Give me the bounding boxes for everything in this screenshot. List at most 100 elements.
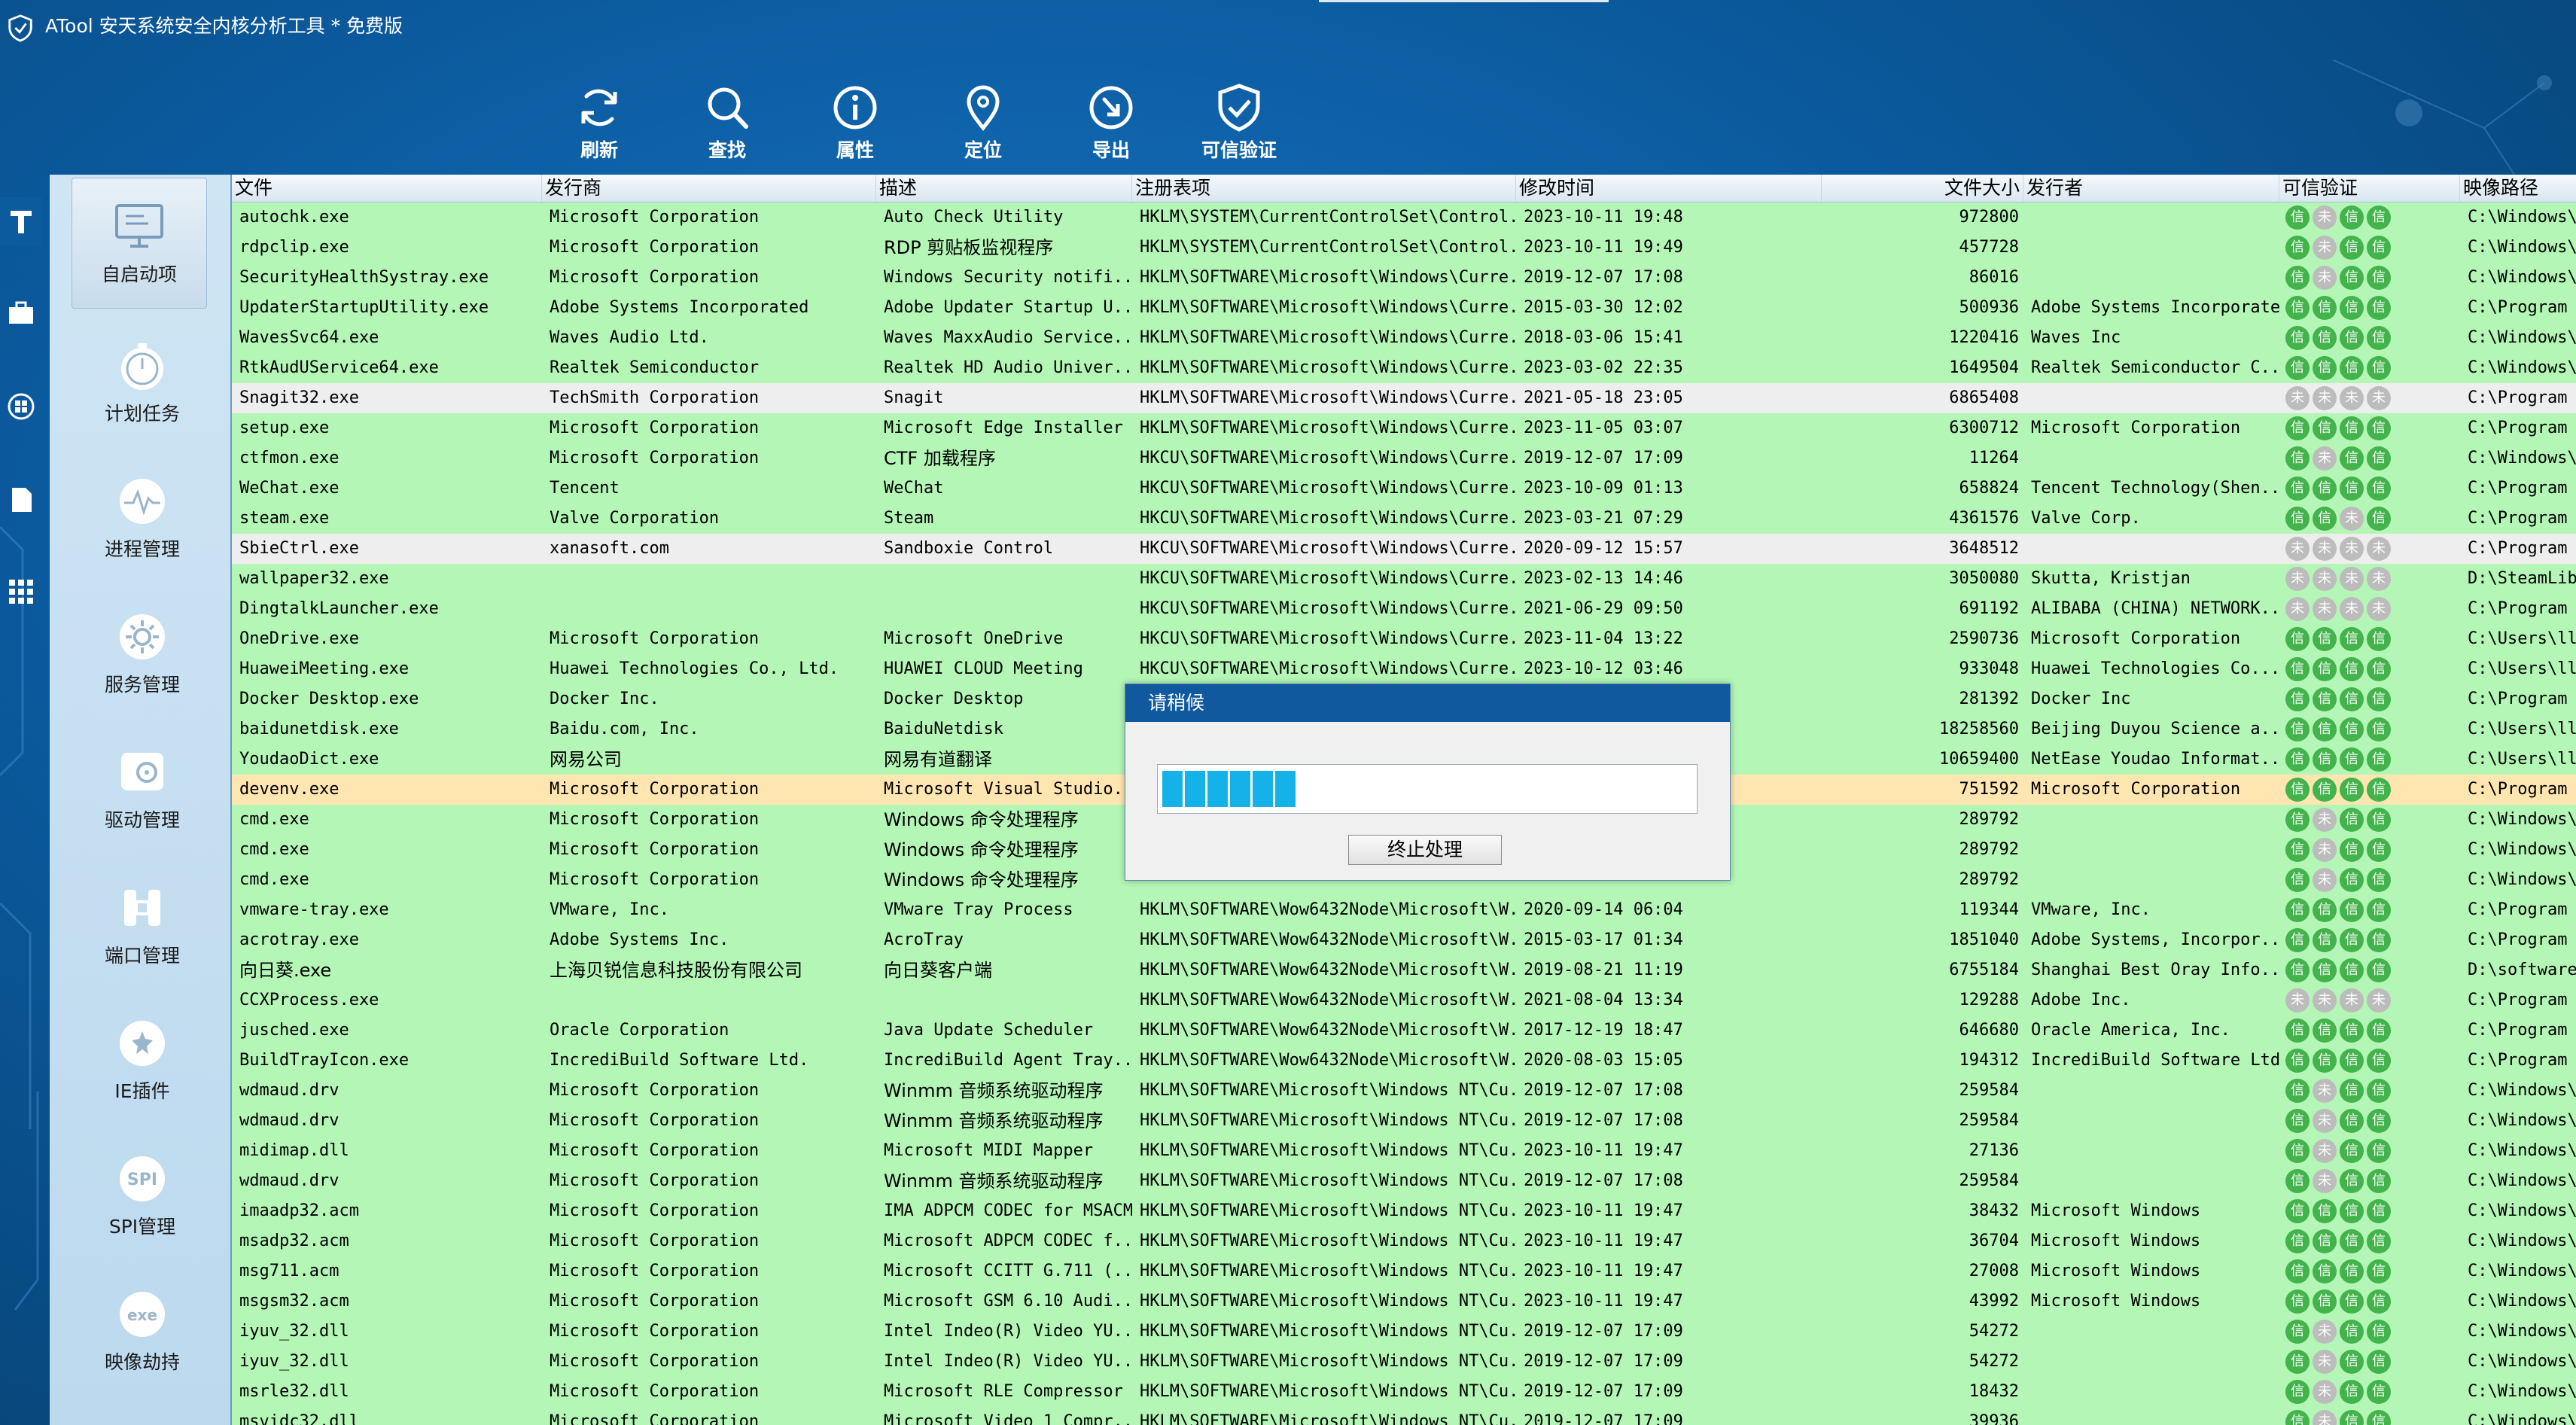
- trust-badges: 信信信信: [2285, 356, 2391, 380]
- trust-badges: 信未信信: [2285, 838, 2391, 862]
- nav-scheduled-tasks[interactable]: 计划任务: [50, 318, 235, 452]
- table-row[interactable]: WeChat.exe Tencent WeChat HKCU\SOFTWARE\Mic…: [232, 473, 2576, 504]
- trust-badges: 信信信信: [2285, 1019, 2391, 1043]
- table-row[interactable]: iyuv_32.dll Microsoft Corporation Intel In…: [232, 1347, 2576, 1378]
- trust-ok-icon: 信: [2285, 1049, 2310, 1073]
- table-row[interactable]: CCXProcess.exe HKLM\SOFTWARE\Wow6432Node\…: [232, 985, 2576, 1016]
- cell-registry: HKCU\SOFTWARE\Microsoft\Windows\Curre...: [1140, 479, 1516, 498]
- cell-description: Microsoft MIDI Mapper: [884, 1141, 1094, 1160]
- table-row[interactable]: wdmaud.drv Microsoft Corporation Winmm 音频系…: [232, 1166, 2576, 1197]
- nav-port[interactable]: 端口管理: [50, 860, 235, 994]
- header-col-file[interactable]: 文件: [232, 175, 542, 202]
- header-col-company[interactable]: 发行商: [542, 175, 876, 202]
- header-col-description[interactable]: 描述: [876, 175, 1132, 202]
- rail-toolbox-button[interactable]: [0, 289, 42, 337]
- table-row[interactable]: msvidc32.dll Microsoft Corporation Microso…: [232, 1407, 2576, 1425]
- cell-description: CTF 加载程序: [884, 448, 996, 469]
- trust-badges: 未未未未: [2285, 386, 2391, 410]
- table-row[interactable]: midimap.dll Microsoft Corporation Microsof…: [232, 1136, 2576, 1167]
- table-row[interactable]: OneDrive.exe Microsoft Corporation Microso…: [232, 624, 2576, 655]
- trust-unverified-icon: 未: [2340, 567, 2364, 591]
- table-row[interactable]: 向日葵.exe 上海贝锐信息科技股份有限公司 向日葵客户端 HKLM\SOFTWARE…: [232, 955, 2576, 986]
- table-row[interactable]: vmware-tray.exe VMware, Inc. VMware Tray P…: [232, 895, 2576, 926]
- table-row[interactable]: autochk.exe Microsoft Corporation Auto Che…: [232, 202, 2576, 233]
- export-button[interactable]: 导出: [1069, 81, 1153, 164]
- table-row[interactable]: imaadp32.acm Microsoft Corporation IMA ADP…: [232, 1196, 2576, 1227]
- properties-button[interactable]: 属性: [813, 81, 897, 164]
- table-row[interactable]: wdmaud.drv Microsoft Corporation Winmm 音频系…: [232, 1076, 2576, 1107]
- nav-spi[interactable]: SPI SPI管理: [50, 1131, 235, 1265]
- cell-image-path: C:\Program F: [2468, 539, 2576, 558]
- cell-file: cmd.exe: [239, 810, 309, 829]
- refresh-label: 刷新: [580, 139, 618, 161]
- trust-badges: 信未信信: [2285, 1169, 2391, 1193]
- table-row[interactable]: msg711.acm Microsoft Corporation Microsoft…: [232, 1256, 2576, 1287]
- nav-driver[interactable]: 驱动管理: [50, 724, 235, 858]
- cell-file: YoudaoDict.exe: [239, 750, 379, 769]
- cell-registry: HKLM\SOFTWARE\Microsoft\Windows\Curre...: [1140, 328, 1516, 347]
- nav-process[interactable]: 进程管理: [50, 453, 235, 587]
- trust-ok-icon: 信: [2285, 1199, 2310, 1223]
- sidebar: 自启动项 计划任务 进程管理 服务管理: [50, 175, 230, 1425]
- table-row[interactable]: ctfmon.exe Microsoft Corporation CTF 加载程序 H…: [232, 443, 2576, 474]
- header-col-registry[interactable]: 注册表项: [1132, 175, 1516, 202]
- nav-ie-plugin[interactable]: IE插件: [50, 995, 235, 1129]
- table-row[interactable]: wallpaper32.exe HKCU\SOFTWARE\Microsoft\W…: [232, 564, 2576, 595]
- cell-signer: Huawei Technologies Co....: [2031, 659, 2279, 678]
- table-row[interactable]: wdmaud.drv Microsoft Corporation Winmm 音频系…: [232, 1106, 2576, 1137]
- table-row[interactable]: BuildTrayIcon.exe IncrediBuild Software L…: [232, 1046, 2576, 1076]
- table-row[interactable]: steam.exe Valve Corporation Steam HKCU\SOFT…: [232, 504, 2576, 534]
- cell-registry: HKLM\SOFTWARE\Microsoft\Windows NT\Cu...: [1140, 1382, 1516, 1401]
- header-col-signer[interactable]: 发行者: [2023, 175, 2279, 202]
- cell-company: Huawei Technologies Co., Ltd.: [550, 659, 839, 678]
- locate-label: 定位: [964, 139, 1002, 161]
- cell-image-path: C:\Program F: [2468, 509, 2576, 528]
- trust-ok-icon: 信: [2367, 1019, 2391, 1043]
- rail-apps-button[interactable]: [0, 568, 42, 616]
- progress-segment: [1253, 771, 1273, 807]
- cell-description: Windows Security notifi...: [884, 268, 1132, 287]
- nav-autostart[interactable]: 自启动项: [72, 178, 207, 309]
- refresh-button[interactable]: 刷新: [557, 81, 641, 164]
- cell-size: 933048: [1959, 659, 2019, 678]
- export-label: 导出: [1092, 139, 1130, 161]
- table-row[interactable]: Snagit32.exe TechSmith Corporation Snagit H…: [232, 383, 2576, 414]
- table-row[interactable]: msadp32.acm Microsoft Corporation Microsof…: [232, 1226, 2576, 1257]
- table-row[interactable]: iyuv_32.dll Microsoft Corporation Intel In…: [232, 1317, 2576, 1347]
- cell-signer: Tencent Technology(Shen...: [2031, 479, 2279, 498]
- table-row[interactable]: msgsm32.acm Microsoft Corporation Microsof…: [232, 1286, 2576, 1317]
- rail-windows-button[interactable]: [0, 382, 42, 431]
- cell-size: 86016: [1969, 268, 2019, 287]
- search-button[interactable]: 查找: [685, 81, 769, 164]
- rail-tool-button[interactable]: [0, 197, 42, 245]
- locate-button[interactable]: 定位: [941, 81, 1025, 164]
- table-row[interactable]: RtkAudUService64.exe Realtek Semiconducto…: [232, 353, 2576, 384]
- stop-processing-button[interactable]: 终止处理: [1348, 835, 1502, 865]
- table-row[interactable]: SecurityHealthSystray.exe Microsoft Corpo…: [232, 263, 2576, 294]
- header-col-modified[interactable]: 修改时间: [1516, 175, 1822, 202]
- header-col-image-path[interactable]: 映像路径: [2460, 175, 2576, 202]
- nav-ifeo[interactable]: exe 映像劫持: [50, 1266, 235, 1400]
- trust-unverified-icon: 未: [2313, 446, 2337, 470]
- table-row[interactable]: msrle32.dll Microsoft Corporation Microsof…: [232, 1377, 2576, 1408]
- table-row[interactable]: HuaweiMeeting.exe Huawei Technologies Co.…: [232, 654, 2576, 685]
- table-row[interactable]: SbieCtrl.exe xanasoft.com Sandboxie Contro…: [232, 534, 2576, 565]
- trust-badges: 信信信信: [2285, 928, 2391, 952]
- table-row[interactable]: WavesSvc64.exe Waves Audio Ltd. Waves Maxx…: [232, 323, 2576, 354]
- header-col-trust[interactable]: 可信验证: [2279, 175, 2460, 202]
- nav-service[interactable]: 服务管理: [50, 589, 235, 723]
- table-row[interactable]: acrotray.exe Adobe Systems Inc. AcroTray HK…: [232, 925, 2576, 956]
- cell-registry: HKLM\SOFTWARE\Microsoft\Windows NT\Cu...: [1140, 1292, 1516, 1311]
- table-row[interactable]: UpdaterStartupUtility.exe Adobe Systems I…: [232, 293, 2576, 324]
- header-col-size[interactable]: 文件大小: [1822, 175, 2023, 202]
- trust-ok-icon: 信: [2340, 1049, 2364, 1073]
- trust-ok-icon: 信: [2367, 748, 2391, 772]
- table-row[interactable]: DingtalkLauncher.exe HKCU\SOFTWARE\Micros…: [232, 594, 2576, 625]
- cell-company: TechSmith Corporation: [550, 388, 760, 407]
- rail-document-button[interactable]: [0, 476, 42, 524]
- table-row[interactable]: jusched.exe Oracle Corporation Java Update…: [232, 1015, 2576, 1046]
- table-row[interactable]: rdpclip.exe Microsoft Corporation RDP 剪贴板监…: [232, 233, 2576, 263]
- table-row[interactable]: setup.exe Microsoft Corporation Microsoft …: [232, 413, 2576, 444]
- trust-verify-button[interactable]: 可信验证: [1197, 81, 1281, 164]
- cell-description: Winmm 音频系统驱动程序: [884, 1110, 1104, 1131]
